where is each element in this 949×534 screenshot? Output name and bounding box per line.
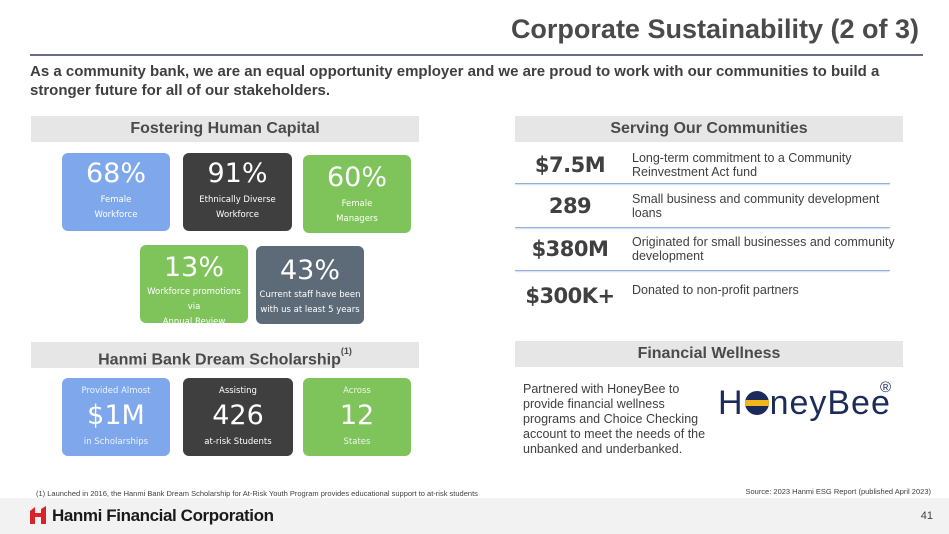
tile-value: 60%: [326, 162, 387, 193]
tile-bottom-label: in Scholarships: [83, 437, 149, 447]
company-name: Hanmi Financial Corporation: [52, 506, 274, 525]
tile-value: 43%: [279, 255, 340, 286]
title-divider: [30, 54, 923, 56]
footer-band: [0, 498, 949, 534]
tile-value: 68%: [85, 158, 146, 189]
scholarship-heading-text: Hanmi Bank Dream Scholarship: [98, 351, 341, 369]
tile-label-line2: Annual Review: [162, 317, 226, 327]
row-divider: [515, 183, 890, 184]
tile-bottom-label: at-risk Students: [204, 437, 272, 447]
registered-mark: ®: [880, 379, 892, 396]
footnote: (1) Launched in 2016, the Hanmi Bank Dre…: [36, 489, 478, 498]
logo-letters-post: neyBee: [769, 384, 891, 422]
scholarship-tile-states: Across 12 States: [303, 378, 411, 456]
tile-label-line1: Female: [100, 195, 132, 205]
tile-bottom-label: States: [343, 437, 371, 447]
intro-text: As a community bank, we are an equal opp…: [30, 63, 880, 99]
community-stat-row: 289 Small business and community develop…: [515, 189, 903, 227]
tile-top-label: Across: [343, 386, 371, 396]
community-stat-value: 289: [548, 194, 592, 218]
tile-label-line1: Current staff have been: [259, 290, 361, 300]
tile-top-label: Assisting: [219, 386, 257, 396]
scholarship-tile-students: Assisting 426 at-risk Students: [183, 378, 293, 456]
section-heading-wellness: Financial Wellness: [515, 341, 903, 367]
logo-letters-pre: H: [718, 384, 744, 422]
tile-value: 91%: [207, 158, 268, 189]
slide-title: Corporate Sustainability (2 of 3): [510, 14, 919, 44]
stat-tile-female-managers: 60% Female Managers: [303, 155, 411, 233]
community-stat-desc: Donated to non-profit partners: [632, 283, 799, 297]
community-stat-value: $380M: [531, 237, 609, 261]
tile-value: 13%: [163, 252, 224, 283]
stat-tile-tenure: 43% Current staff have been with us at l…: [256, 246, 364, 324]
tile-label-line2: Managers: [336, 214, 378, 224]
community-stat-row: $300K+ Donated to non-profit partners: [515, 279, 903, 317]
hanmi-logo-icon: [30, 506, 46, 524]
section-heading-communities: Serving Our Communities: [515, 116, 903, 142]
page-number: 41: [920, 510, 933, 522]
row-divider: [515, 270, 890, 271]
community-stat-desc: Long-term commitment to a Community Rein…: [632, 151, 852, 179]
bee-o-icon: [744, 391, 769, 415]
tile-label-line1: Female: [341, 199, 373, 209]
community-stat-desc: Small business and community development…: [632, 192, 880, 220]
community-stat-value: $300K+: [525, 284, 615, 308]
source-note: Source: 2023 Hanmi ESG Report (published…: [745, 487, 931, 496]
stat-tile-female-workforce: 68% Female Workforce: [62, 153, 170, 231]
wellness-description: Partnered with HoneyBee to provide finan…: [523, 382, 706, 456]
stat-tile-promotions: 13% Workforce promotions via Annual Revi…: [140, 245, 248, 327]
community-stat-value: $7.5M: [534, 153, 606, 177]
tile-label-line2: with us at least 5 years: [260, 305, 360, 315]
tile-label-line1: Workforce promotions via: [147, 287, 241, 312]
tile-value: 12: [339, 400, 375, 431]
stat-tile-ethnically-diverse: 91% Ethnically Diverse Workforce: [183, 153, 292, 231]
tile-value: $1M: [87, 400, 145, 431]
community-stat-row: $7.5M Long-term commitment to a Communit…: [515, 148, 903, 186]
community-stat-row: $380M Originated for small businesses an…: [515, 232, 903, 270]
tile-top-label: Provided Almost: [81, 386, 151, 396]
footnote-marker: (1): [340, 346, 352, 356]
community-stat-desc: Originated for small businesses and comm…: [632, 235, 895, 263]
tile-label-line2: Workforce: [94, 210, 138, 220]
row-divider: [515, 227, 890, 228]
tile-label-line1: Ethnically Diverse: [199, 195, 276, 205]
section-heading-scholarship: Hanmi Bank Dream Scholarship(1): [31, 342, 419, 368]
section-heading-human-capital: Fostering Human Capital: [31, 116, 419, 142]
tile-value: 426: [212, 400, 264, 431]
tile-label-line2: Workforce: [216, 210, 259, 220]
scholarship-tile-amount: Provided Almost $1M in Scholarships: [62, 378, 170, 456]
